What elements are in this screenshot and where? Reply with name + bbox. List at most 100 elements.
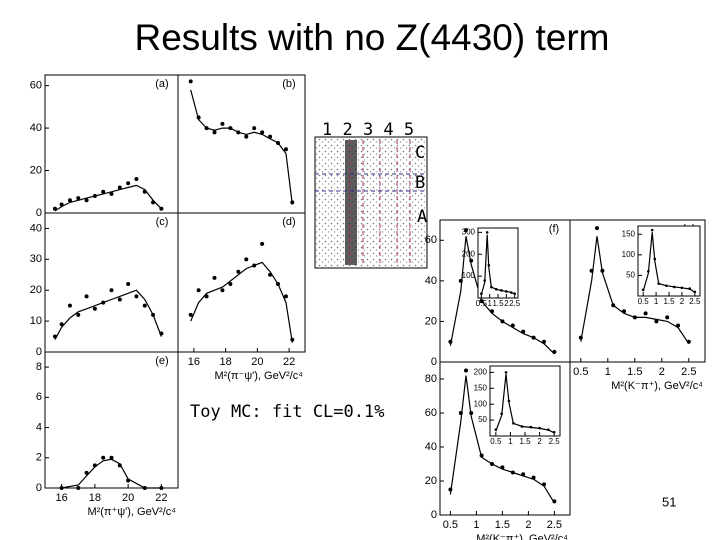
y-tick-label: 60 [425,407,437,419]
data-point [151,312,156,317]
data-point [52,206,57,211]
data-point [188,79,193,84]
x-tick-label: 2.5 [509,299,521,308]
dalitz-frame [314,136,428,269]
panel-frame [637,225,701,297]
data-point [672,285,676,289]
data-point [552,430,556,434]
panel-label: (b) [282,78,295,90]
x-tick-label: 1 [605,366,611,378]
dalitz-plot [314,136,428,269]
data-point [693,290,697,294]
fit-line [480,234,515,295]
x-tick-label: 16 [56,492,68,504]
data-point [641,288,645,292]
data-point [76,312,81,317]
y-tick-label: 4 [36,421,42,433]
data-point [159,486,164,490]
panel-frame [177,212,306,353]
data-point [276,282,281,287]
data-point [109,455,114,460]
data-point [59,486,64,490]
data-point [126,282,131,287]
data-point [531,475,536,480]
data-point [283,147,288,152]
data-point [188,312,193,317]
data-point [521,472,526,477]
data-point [59,202,64,207]
data-point [688,287,691,290]
data-point [252,263,257,268]
data-point [483,279,486,282]
data-point [510,323,515,328]
data-point [458,278,463,283]
panel: 0 10 20 30 40 (c) [30,212,179,358]
data-point [500,412,503,416]
data-point [480,292,483,295]
data-point [632,315,637,320]
data-point [101,300,106,305]
y-tick-label: 40 [30,122,42,134]
panel-frame [489,365,561,437]
panel-label: (e) [155,355,168,367]
data-point [665,284,668,288]
data-point [578,335,583,340]
data-point [494,428,498,431]
x-tick-label: 16 [188,356,200,368]
data-point [510,291,513,294]
data-point [260,241,265,246]
y-tick-label: 40 [425,441,437,453]
data-point [611,303,616,308]
fit-line [580,236,690,345]
panel: 100 200 300 0.5 1 1.5 2 2.5 [462,227,521,308]
y-tick-label: 0 [431,509,437,521]
y-tick-label: 2 [36,452,42,464]
data-point [244,257,249,262]
y-tick-label: 0 [431,356,437,368]
x-tick-label: 1.5 [495,519,510,531]
data-point [142,486,147,490]
x-tick-label: 18 [220,356,232,368]
data-point [653,257,657,261]
data-point [92,463,97,468]
data-point [589,268,594,273]
panel-label: (f) [549,223,559,235]
annotation: 1 2 3 4 5 [322,120,414,140]
data-point [228,126,233,131]
x-tick-label: 2 [659,366,665,378]
data-point [490,285,493,289]
fit-line [54,184,162,212]
x-tick-label: 2 [504,299,509,308]
data-point [469,258,474,263]
y-tick-label: 80 [425,373,437,385]
data-point [134,177,139,182]
panel: 50 100 150 0.5 1 1.5 2 2.5 [622,225,701,306]
data-point [464,228,468,233]
data-point [151,200,156,205]
x-tick-label: 0.5 [638,297,650,306]
panel-label: (a) [155,78,168,90]
data-point [448,487,453,492]
y-tick-label: 60 [30,80,42,92]
panel: 0 2 4 6 8 16 18 20 22 M²(π⁺ψ'), GeV²/c⁴ (e) [36,351,179,518]
panel-frame [44,74,179,214]
data-point [228,282,233,287]
data-point [552,349,557,354]
fit-line [642,232,696,293]
data-point [92,306,97,311]
y-tick-label: 20 [425,315,437,327]
x-tick-label: 0.5 [476,299,488,308]
data-point [520,425,524,428]
data-point [542,339,546,344]
panel-frame [477,227,519,299]
y-tick-label: 150 [622,229,636,238]
panel-frame [44,212,179,353]
x-tick-label: 20 [251,356,263,368]
data-point [159,206,164,211]
y-tick-label: 60 [425,234,437,246]
fit-line [190,261,293,343]
x-tick-label: 1.5 [519,437,531,446]
annotation: B [415,173,425,193]
data-point [529,425,533,429]
data-point [76,486,81,490]
